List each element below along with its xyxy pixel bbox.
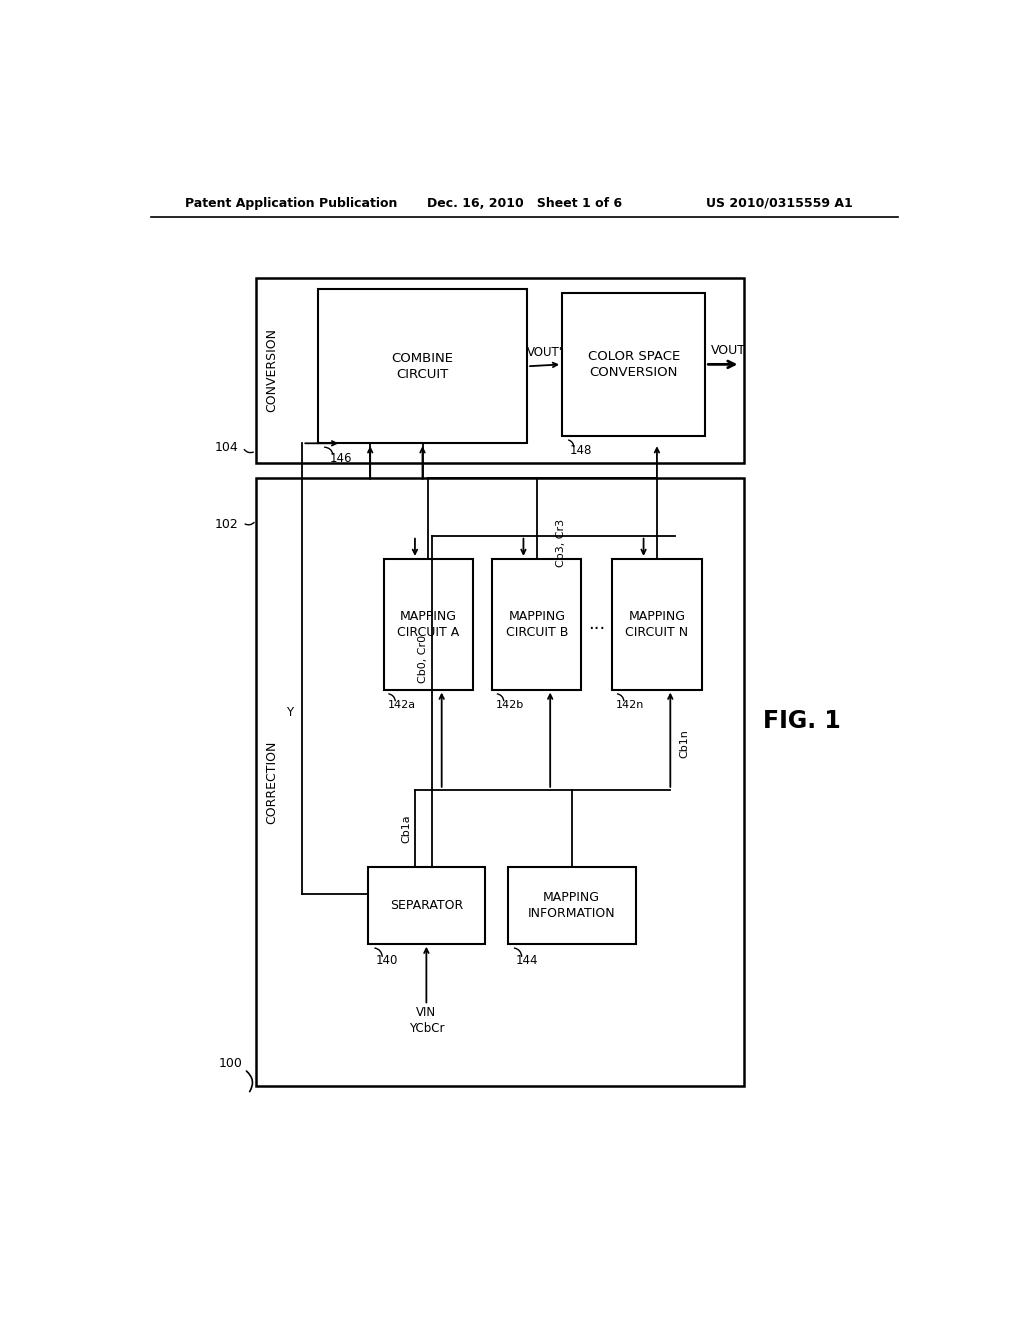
Text: 142b: 142b — [496, 700, 524, 710]
Bar — [256, 277, 744, 462]
Bar — [508, 867, 636, 944]
Text: 142n: 142n — [616, 700, 645, 710]
Text: COLOR SPACE
CONVERSION: COLOR SPACE CONVERSION — [588, 350, 680, 379]
Text: COMBINE
CIRCUIT: COMBINE CIRCUIT — [391, 352, 454, 380]
Text: CONVERSION: CONVERSION — [265, 329, 278, 412]
Bar — [256, 478, 744, 1086]
Text: MAPPING
CIRCUIT A: MAPPING CIRCUIT A — [397, 610, 460, 639]
Text: VOUT: VOUT — [711, 345, 746, 356]
Text: Patent Application Publication: Patent Application Publication — [184, 197, 397, 210]
Text: Cb0, Cr0: Cb0, Cr0 — [419, 635, 428, 682]
Bar — [493, 558, 582, 689]
Text: 148: 148 — [569, 445, 592, 458]
Text: Dec. 16, 2010   Sheet 1 of 6: Dec. 16, 2010 Sheet 1 of 6 — [427, 197, 623, 210]
Text: Cb3, Cr3: Cb3, Cr3 — [556, 519, 566, 568]
Bar — [612, 558, 701, 689]
Bar — [562, 293, 706, 436]
Text: VIN
YCbCr: VIN YCbCr — [409, 1006, 444, 1035]
Text: 100: 100 — [219, 1056, 243, 1069]
Text: MAPPING
INFORMATION: MAPPING INFORMATION — [528, 891, 615, 920]
Text: Cb1a: Cb1a — [400, 814, 411, 842]
Text: 142a: 142a — [388, 700, 416, 710]
Text: VOUT': VOUT' — [526, 346, 562, 359]
Text: MAPPING
CIRCUIT B: MAPPING CIRCUIT B — [506, 610, 568, 639]
Text: Cb1n: Cb1n — [680, 729, 689, 758]
Bar — [369, 867, 484, 944]
Text: 140: 140 — [376, 954, 398, 968]
Text: Y: Y — [286, 706, 293, 719]
Text: 102: 102 — [215, 517, 239, 531]
Text: CORRECTION: CORRECTION — [265, 741, 278, 824]
Text: US 2010/0315559 A1: US 2010/0315559 A1 — [706, 197, 852, 210]
Text: 104: 104 — [215, 441, 239, 454]
Text: SEPARATOR: SEPARATOR — [390, 899, 463, 912]
Bar — [317, 289, 527, 444]
Text: 144: 144 — [515, 954, 538, 968]
Text: MAPPING
CIRCUIT N: MAPPING CIRCUIT N — [626, 610, 688, 639]
Bar — [384, 558, 473, 689]
Text: 146: 146 — [330, 453, 352, 465]
Text: FIG. 1: FIG. 1 — [763, 709, 841, 733]
Text: ...: ... — [588, 615, 605, 634]
